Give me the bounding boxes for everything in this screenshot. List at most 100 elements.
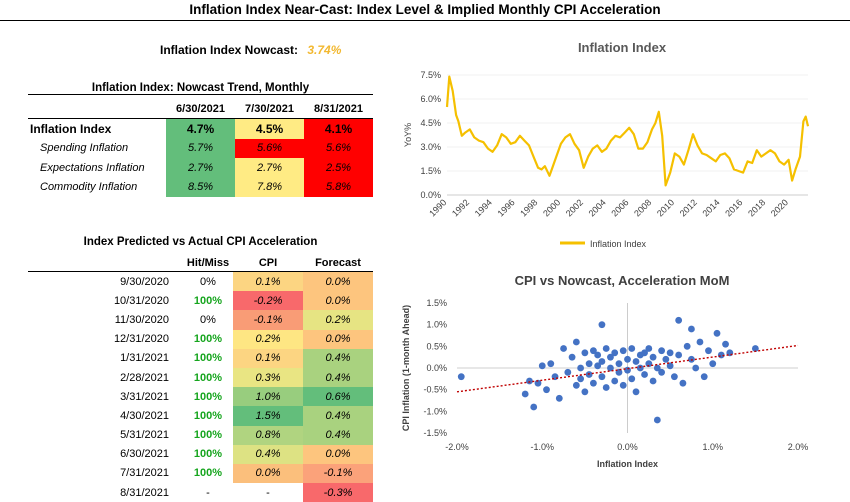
pred-cpi: 0.1%	[233, 348, 303, 368]
pred-cpi: 0.3%	[233, 367, 303, 388]
pred-forecast: 0.2%	[303, 310, 373, 330]
y-axis-label: YoY%	[403, 123, 413, 147]
pred-forecast: 0.4%	[303, 367, 373, 388]
x-tick-label: 2020	[769, 197, 790, 218]
scatter-chart-title: CPI vs Nowcast, Acceleration MoM	[515, 273, 730, 288]
scatter-point	[641, 371, 648, 378]
pred-cpi: -0.2%	[233, 291, 303, 311]
pred-forecast: 0.6%	[303, 387, 373, 407]
y-tick-label: -0.5%	[423, 385, 447, 395]
y-tick-label: 0.0%	[420, 190, 441, 200]
scatter-point	[534, 379, 542, 387]
y-tick-label: 1.5%	[420, 166, 441, 176]
y-tick-label: 6.0%	[420, 94, 441, 104]
x-tick-label: 2.0%	[788, 442, 809, 452]
trend-table: 6/30/2021 7/30/2021 8/31/2021 Inflation …	[28, 100, 373, 197]
scatter-point	[632, 388, 640, 396]
trend-cell: 4.5%	[235, 118, 304, 139]
trend-row: Expectations Inflation 2.7% 2.7% 2.5%	[28, 158, 373, 178]
scatter-point	[538, 362, 546, 370]
y-tick-label: 4.5%	[420, 118, 441, 128]
scatter-point	[662, 355, 670, 363]
pred-table: Hit/Miss CPI Forecast 9/30/2020 0% 0.1% 0.0…	[28, 254, 373, 502]
pred-date: 7/31/2021	[120, 467, 169, 480]
trend-cell: 8.5%	[166, 177, 235, 197]
trend-cell: 2.7%	[235, 158, 304, 178]
scatter-point	[709, 360, 717, 368]
scatter-point	[658, 347, 665, 355]
y-tick-label: 1.5%	[426, 298, 447, 308]
pred-col-header: Hit/Miss	[183, 254, 233, 272]
scatter-point	[641, 349, 648, 357]
series-line-inflation-index	[445, 75, 810, 187]
scatter-point	[543, 386, 550, 394]
trend-cell: 4.7%	[166, 118, 235, 139]
scatter-point	[611, 377, 619, 385]
pred-hit: 100%	[193, 352, 223, 365]
scatter-point	[585, 360, 593, 368]
scatter-point	[581, 349, 589, 357]
x-tick-label: 2018	[746, 197, 767, 218]
pred-hit: 100%	[193, 333, 223, 346]
nowcast-value: 3.74%	[307, 43, 342, 57]
trend-cell: 4.1%	[304, 118, 373, 139]
line-chart-title: Inflation Index	[578, 40, 667, 55]
y-tick-label: 7.5%	[420, 70, 441, 80]
x-tick-label: 1992	[450, 197, 471, 218]
pred-hit: 100%	[193, 409, 223, 422]
scatter-point	[564, 368, 572, 376]
scatter-point	[619, 347, 627, 355]
pred-hit: -	[206, 486, 210, 499]
scatter-point	[692, 364, 700, 372]
scatter-point	[666, 362, 674, 370]
x-tick-label: 1.0%	[702, 442, 723, 452]
trend-table-title: Inflation Index: Nowcast Trend, Monthly	[28, 82, 373, 95]
trend-col-header: 6/30/2021	[166, 100, 235, 119]
trend-col-header: 7/30/2021	[235, 100, 304, 119]
scatter-point	[602, 384, 610, 391]
pred-row: 5/31/2021 100% 0.8% 0.4%	[28, 425, 373, 445]
pred-date: 4/30/2021	[120, 409, 169, 422]
pred-hit: 100%	[193, 294, 223, 307]
scatter-point	[590, 379, 597, 387]
trend-row: Spending Inflation 5.7% 5.6% 5.6%	[28, 138, 373, 158]
scatter-point	[696, 338, 704, 346]
pred-date: 1/31/2021	[120, 352, 169, 365]
scatter-point	[607, 353, 614, 361]
scatter-point	[568, 353, 576, 361]
x-tick-label: 2000	[541, 197, 562, 218]
x-tick-label: 1998	[518, 197, 539, 218]
scatter-point	[547, 360, 555, 368]
pred-hit: 100%	[193, 390, 223, 403]
scatter-point	[598, 373, 606, 381]
pred-row: 2/28/2021 100% 0.3% 0.4%	[28, 367, 373, 388]
pred-hit: 100%	[193, 371, 223, 384]
pred-date: 8/31/2021	[120, 486, 169, 499]
scatter-point	[530, 403, 538, 411]
scatter-point	[624, 355, 631, 363]
scatter-point	[594, 351, 602, 359]
scatter-point	[526, 377, 533, 385]
x-tick-label: 2006	[609, 197, 630, 218]
pred-col-header	[28, 254, 183, 272]
trend-cell: 5.8%	[304, 177, 373, 197]
pred-date: 10/31/2020	[113, 294, 169, 307]
trend-row-label: Commodity Inflation	[40, 181, 138, 194]
scatter-point	[679, 379, 687, 387]
scatter-point	[675, 351, 683, 359]
scatter-point	[594, 362, 602, 370]
scatter-point	[611, 349, 619, 357]
scatter-point	[700, 373, 708, 381]
pred-hit: 100%	[193, 429, 223, 442]
scatter-point	[607, 364, 614, 372]
pred-row: 1/31/2021 100% 0.1% 0.4%	[28, 348, 373, 368]
scatter-point	[628, 345, 636, 352]
pred-cpi: 0.2%	[233, 329, 303, 349]
scatter-point	[649, 377, 657, 385]
pred-forecast: 0.4%	[303, 406, 373, 426]
cpi-vs-nowcast-scatter-chart: CPI vs Nowcast, Acceleration MoM -1.5% -1.…	[401, 273, 809, 469]
pred-row: 9/30/2020 0% 0.1% 0.0%	[28, 271, 373, 292]
pred-date: 5/31/2021	[120, 429, 169, 442]
scatter-point	[615, 360, 623, 368]
